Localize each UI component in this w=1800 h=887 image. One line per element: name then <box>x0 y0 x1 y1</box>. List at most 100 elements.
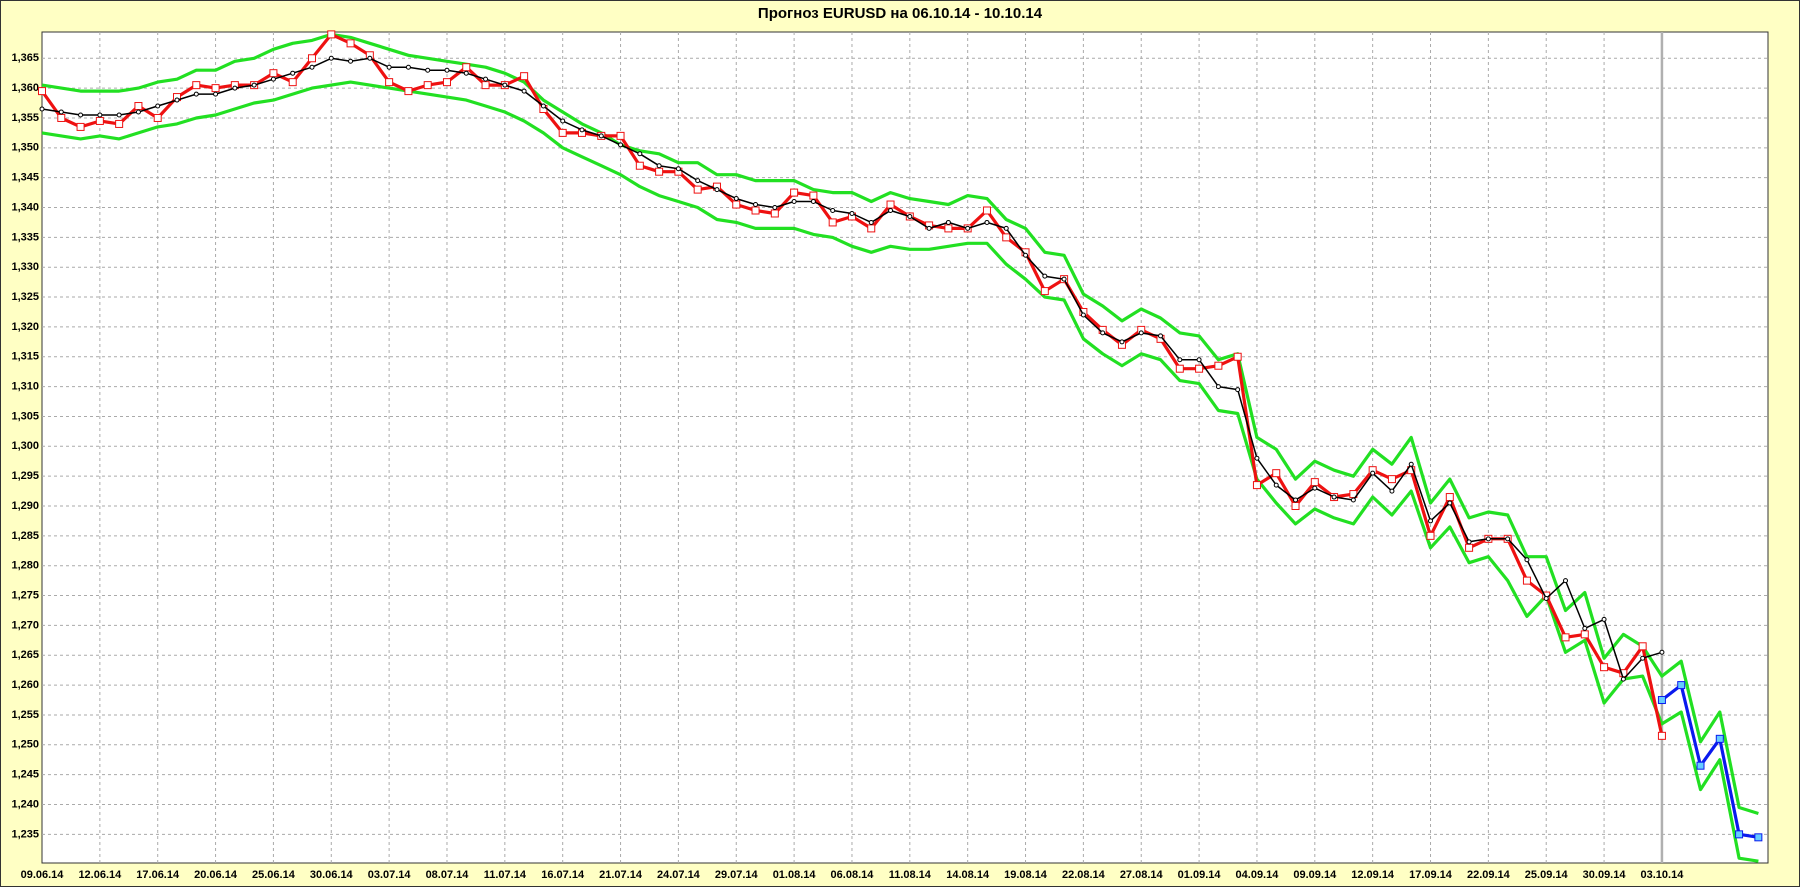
point-marker <box>1447 500 1453 506</box>
point-marker <box>558 128 567 137</box>
point-marker <box>251 82 257 88</box>
x-tick-label: 12.09.14 <box>1351 869 1395 881</box>
point-marker <box>1331 494 1337 500</box>
point-marker <box>442 78 451 87</box>
point-marker <box>1252 481 1261 490</box>
point-marker <box>1601 616 1607 622</box>
point-marker <box>520 72 529 81</box>
point-marker <box>348 58 354 64</box>
x-tick-label: 19.08.14 <box>1004 869 1048 881</box>
point-marker <box>944 224 953 233</box>
y-tick-label: 1,255 <box>11 709 39 721</box>
point-marker <box>39 106 45 112</box>
y-tick-label: 1,320 <box>11 321 39 333</box>
point-marker <box>1196 357 1202 363</box>
point-marker <box>830 207 836 213</box>
point-marker <box>1735 830 1744 839</box>
point-marker <box>753 202 759 208</box>
point-marker <box>1158 333 1164 339</box>
point-marker <box>1522 576 1531 585</box>
point-marker <box>95 116 104 125</box>
y-tick-label: 1,305 <box>11 410 39 422</box>
point-marker <box>1638 642 1647 651</box>
x-tick-label: 01.08.14 <box>773 869 817 881</box>
point-marker <box>1312 485 1318 491</box>
point-marker <box>984 219 990 225</box>
point-marker <box>560 118 566 124</box>
point-marker <box>1310 478 1319 487</box>
y-tick-label: 1,310 <box>11 381 39 393</box>
point-marker <box>616 131 625 140</box>
point-marker <box>481 81 490 90</box>
point-marker <box>965 225 971 231</box>
point-marker <box>192 81 201 90</box>
point-marker <box>78 112 84 118</box>
point-marker <box>1620 676 1626 682</box>
chart-title: Прогноз EURUSD на 06.10.14 - 10.10.14 <box>758 5 1043 22</box>
point-marker <box>1426 531 1435 540</box>
point-marker <box>462 63 471 72</box>
point-marker <box>1215 384 1221 390</box>
point-marker <box>309 64 315 70</box>
x-tick-label: 17.09.14 <box>1409 869 1453 881</box>
point-marker <box>1273 482 1279 488</box>
y-tick-label: 1,315 <box>11 351 39 363</box>
point-marker <box>328 55 334 61</box>
y-tick-label: 1,240 <box>11 798 39 810</box>
point-marker <box>1715 734 1724 743</box>
x-tick-label: 20.06.14 <box>194 869 238 881</box>
point-marker <box>1659 649 1665 655</box>
point-marker <box>1640 655 1646 661</box>
point-marker <box>751 206 760 215</box>
point-marker <box>693 185 702 194</box>
point-marker <box>1291 502 1300 511</box>
y-tick-label: 1,300 <box>11 440 39 452</box>
point-marker <box>405 64 411 70</box>
x-tick-label: 03.07.14 <box>368 869 412 881</box>
x-tick-label: 22.09.14 <box>1467 869 1511 881</box>
point-marker <box>772 205 778 211</box>
point-marker <box>1389 488 1395 494</box>
point-marker <box>1543 596 1549 602</box>
point-marker <box>463 70 469 76</box>
y-tick-label: 1,275 <box>11 589 39 601</box>
point-marker <box>1524 557 1530 563</box>
point-marker <box>886 200 895 209</box>
y-tick-label: 1,260 <box>11 679 39 691</box>
point-marker <box>1657 731 1666 740</box>
point-marker <box>1387 475 1396 484</box>
point-marker <box>307 54 316 63</box>
point-marker <box>1061 276 1067 282</box>
x-tick-label: 04.09.14 <box>1236 869 1280 881</box>
point-marker <box>1195 364 1204 373</box>
y-tick-label: 1,290 <box>11 500 39 512</box>
point-marker <box>1175 364 1184 373</box>
point-marker <box>637 151 643 157</box>
point-marker <box>655 167 664 176</box>
point-marker <box>444 67 450 73</box>
point-marker <box>116 112 122 118</box>
series-line <box>41 80 1759 863</box>
point-marker <box>1485 536 1491 542</box>
point-marker <box>868 219 874 225</box>
point-marker <box>1657 696 1666 705</box>
point-marker <box>1505 536 1511 542</box>
point-marker <box>1600 663 1609 672</box>
y-tick-label: 1,235 <box>11 828 39 840</box>
point-marker <box>423 81 432 90</box>
point-marker <box>232 85 238 91</box>
x-tick-label: 11.07.14 <box>484 869 527 881</box>
x-tick-label: 12.06.14 <box>78 869 122 881</box>
x-tick-label: 11.08.14 <box>889 869 932 881</box>
point-marker <box>76 122 85 131</box>
point-marker <box>1696 761 1705 770</box>
point-marker <box>211 84 220 93</box>
x-tick-label: 01.09.14 <box>1178 869 1222 881</box>
point-marker <box>367 55 373 61</box>
point-marker <box>714 187 720 193</box>
point-marker <box>386 64 392 70</box>
point-marker <box>1003 225 1009 231</box>
point-marker <box>290 70 296 76</box>
point-marker <box>791 199 797 205</box>
